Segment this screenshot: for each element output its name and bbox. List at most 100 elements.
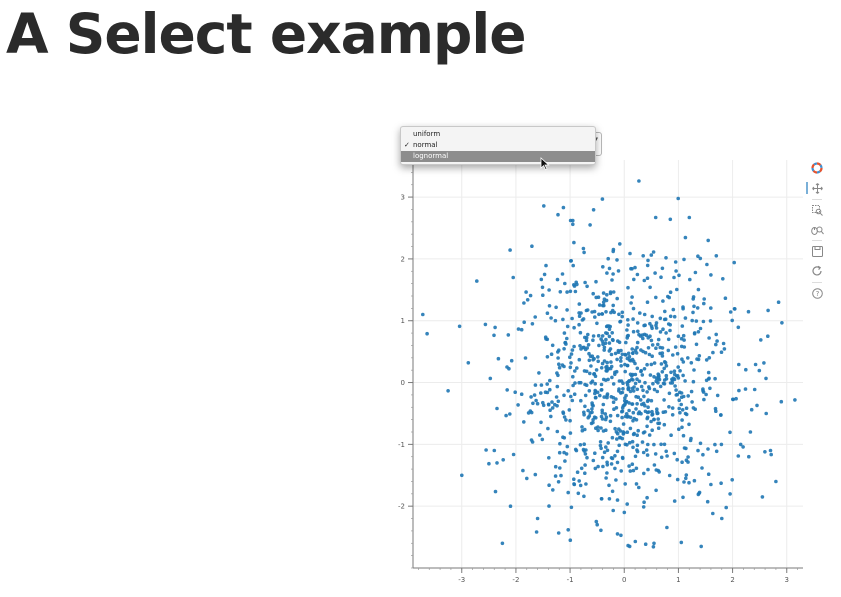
scatter-point (496, 356, 501, 361)
scatter-point (680, 408, 685, 412)
pan-tool-button[interactable] (806, 180, 826, 196)
wheel-zoom-tool-button[interactable] (808, 222, 826, 238)
scatter-point (505, 365, 509, 369)
select-option-uniform[interactable]: uniform (401, 129, 595, 140)
box-zoom-tool-button[interactable] (808, 202, 826, 218)
scatter-point (642, 471, 646, 476)
scatter-point (632, 385, 636, 389)
scatter-point (661, 299, 665, 303)
scatter-point (547, 483, 551, 488)
scatter-point (533, 472, 538, 477)
scatter-point (652, 463, 657, 467)
scatter-point (601, 429, 606, 433)
scatter-point (672, 314, 677, 319)
scatter-point (611, 249, 615, 254)
scatter-point (645, 416, 649, 421)
scatter-point (623, 369, 627, 374)
reset-tool-button[interactable] (808, 263, 826, 279)
scatter-point (642, 367, 647, 371)
scatter-point (591, 458, 596, 463)
scatter-point (508, 504, 513, 509)
scatter-point (566, 528, 570, 532)
scatter-point (583, 404, 587, 409)
scatter-point (644, 448, 649, 452)
scatter-point (557, 365, 562, 370)
scatter-point (606, 256, 610, 261)
scatter-point (562, 393, 566, 398)
y-tick-label: 2 (401, 255, 405, 263)
scatter-point (618, 435, 623, 440)
x-tick-label: 3 (785, 576, 789, 584)
scatter-point (669, 433, 673, 438)
scatter-point (598, 443, 603, 448)
scatter-point (610, 435, 615, 440)
scatter-point (724, 505, 728, 510)
scatter-point (672, 372, 677, 377)
scatter-point (575, 470, 580, 475)
scatter-point (766, 334, 770, 339)
scatter-point (682, 480, 686, 484)
scatter-point (632, 277, 636, 282)
scatter-point (664, 377, 669, 381)
scatter-point (619, 364, 623, 368)
scatter-point (549, 352, 554, 357)
scatter-point (606, 441, 610, 445)
help-tool-button[interactable]: ? (808, 285, 826, 301)
scatter-point (593, 315, 597, 319)
distribution-select[interactable]: ▴▾ uniform ✓ normal lognormal (400, 120, 602, 174)
scatter-point (487, 461, 491, 466)
scatter-point (505, 388, 510, 392)
scatter-point (646, 346, 651, 350)
scatter-point (617, 340, 622, 345)
scatter-point (640, 402, 644, 407)
scatter-point (597, 303, 602, 307)
scatter-point (613, 372, 617, 377)
scatter-point (714, 332, 718, 337)
scatter-point (657, 421, 662, 426)
scatter-point (488, 376, 493, 381)
scatter-point (610, 308, 615, 313)
scatter-point (540, 285, 545, 290)
scatter-point (763, 450, 767, 454)
select-option-normal[interactable]: ✓ normal (401, 140, 595, 151)
save-tool-button[interactable] (808, 243, 826, 259)
scatter-point (553, 474, 558, 478)
scatter-point (708, 386, 712, 391)
scatter-point (573, 447, 578, 452)
plot-toolbar: ? (806, 160, 826, 310)
scatter-point (635, 443, 640, 448)
scatter-point (591, 420, 595, 425)
scatter-point (633, 372, 638, 377)
scatter-point (521, 468, 525, 473)
scatter-point (679, 540, 684, 545)
select-option-lognormal[interactable]: lognormal (401, 151, 595, 162)
select-dropdown-menu[interactable]: uniform ✓ normal lognormal (400, 126, 596, 165)
scatter-points (421, 179, 797, 549)
scatter-point (667, 391, 672, 396)
scatter-point (753, 362, 758, 367)
scatter-point (539, 383, 544, 387)
scatter-point (523, 356, 528, 360)
scatter-point (504, 413, 508, 418)
scatter-point (584, 482, 588, 486)
scatter-point (762, 361, 766, 365)
scatter-point (553, 402, 557, 407)
scatter-point (585, 346, 589, 350)
scatter-point (663, 317, 668, 322)
scatter-point (696, 492, 701, 497)
x-tick-label: -3 (458, 576, 465, 584)
scatter-point (600, 339, 605, 344)
scatter-point (565, 444, 570, 449)
scatter-point (626, 318, 630, 322)
scatter-point (583, 280, 587, 285)
scatter-point (605, 360, 609, 365)
scatter-point (691, 379, 696, 384)
scatter-point (681, 360, 686, 364)
scatter-point (680, 425, 684, 430)
scatter-point (660, 370, 665, 374)
scatter-point (620, 390, 625, 395)
scatter-point (593, 381, 597, 386)
scatter-point (592, 415, 597, 420)
scatter-point (654, 468, 659, 472)
